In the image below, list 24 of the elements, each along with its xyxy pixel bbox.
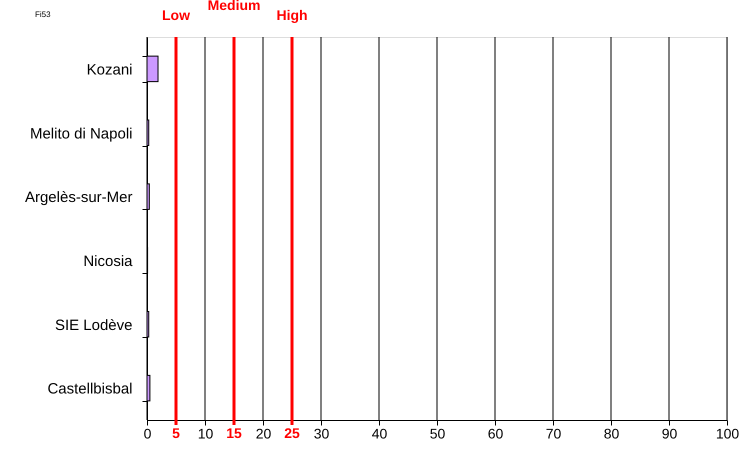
y-tick-label: Castellbisbal [47,380,132,398]
y-tick-label: Kozani [86,61,132,78]
x-tick-label: 0 [144,426,152,442]
x-tick-label: 30 [314,426,330,442]
x-tick-label: 100 [716,426,740,442]
x-tick-label: 70 [546,426,562,442]
text: Fi53 [35,10,52,19]
x-tick-label: 10 [198,426,214,442]
y-tick-label: Argelès-sur-Mer [24,189,132,206]
y-tick-label: Melito di Napoli [30,125,132,142]
x-tick-label: 60 [488,426,504,442]
y-tick-label: Nicosia [83,252,134,270]
text: 25 [284,425,300,441]
y-tick-label: SIE Lodève [54,316,132,334]
text: 15 [226,425,242,441]
x-tick-label: 20 [256,426,272,442]
ref-line-label: High [276,7,308,23]
text: 5 [172,425,180,441]
x-tick-label: 40 [372,426,388,442]
x-tick-label: 80 [604,426,620,442]
x-tick-label: 90 [662,426,678,442]
ref-line-label: Low [162,7,190,23]
ref-line-label: Medium [208,0,260,13]
x-tick-label: 50 [430,426,446,442]
